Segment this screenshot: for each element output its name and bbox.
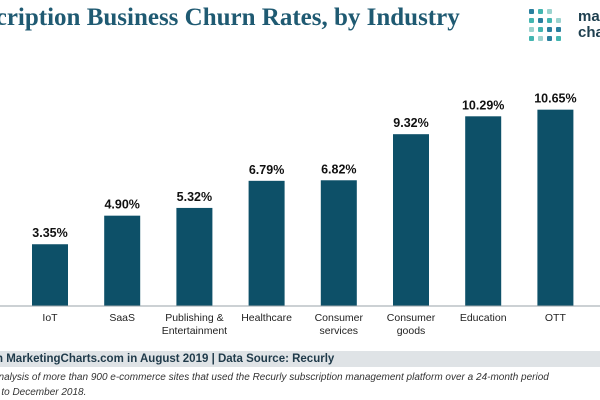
category-label-5-line-1: goods xyxy=(397,325,426,337)
value-label-3: 6.79% xyxy=(249,163,284,177)
value-label-1: 4.90% xyxy=(104,198,139,212)
value-label-6: 10.29% xyxy=(462,98,504,112)
category-label-5-line-0: Consumer xyxy=(387,312,436,324)
bar-6 xyxy=(465,116,501,306)
note-line-2: 7 to December 2018. xyxy=(0,385,549,400)
value-label-0: 3.35% xyxy=(32,226,67,240)
methodology-note: analysis of more than 900 e-commerce sit… xyxy=(0,370,549,400)
bar-1 xyxy=(104,216,140,306)
bar-5 xyxy=(393,134,429,306)
value-label-7: 10.65% xyxy=(534,92,576,106)
category-label-0-line-0: IoT xyxy=(42,312,58,324)
category-label-group: IoT SaaS Publishing &Entertainment Healthca… xyxy=(42,312,566,337)
value-label-4: 6.82% xyxy=(321,162,356,176)
value-label-5: 9.32% xyxy=(393,116,428,130)
category-label-2-line-0: Publishing & xyxy=(165,312,223,324)
category-label-1-line-0: SaaS xyxy=(109,312,135,324)
bar-3 xyxy=(249,181,285,306)
category-label-6-line-0: Education xyxy=(460,312,507,324)
source-line: n MarketingCharts.com in August 2019 | D… xyxy=(0,352,334,366)
category-label-4-line-1: services xyxy=(320,325,359,337)
category-label-2-line-1: Entertainment xyxy=(162,325,227,337)
bar-7 xyxy=(537,110,573,306)
bar-0 xyxy=(32,244,68,306)
category-label-7-line-0: OTT xyxy=(545,312,567,324)
note-line-1: analysis of more than 900 e-commerce sit… xyxy=(0,370,549,385)
value-label-2: 5.32% xyxy=(177,190,212,204)
category-label-3-line-0: Healthcare xyxy=(241,312,292,324)
category-label-4-line-0: Consumer xyxy=(315,312,364,324)
bar-chart: 3.35% 4.90% 5.32% 6.79% 6.82% 9.32% 10.29% 10.6… xyxy=(0,0,600,345)
bar-4 xyxy=(321,180,357,306)
bar-2 xyxy=(176,208,212,306)
